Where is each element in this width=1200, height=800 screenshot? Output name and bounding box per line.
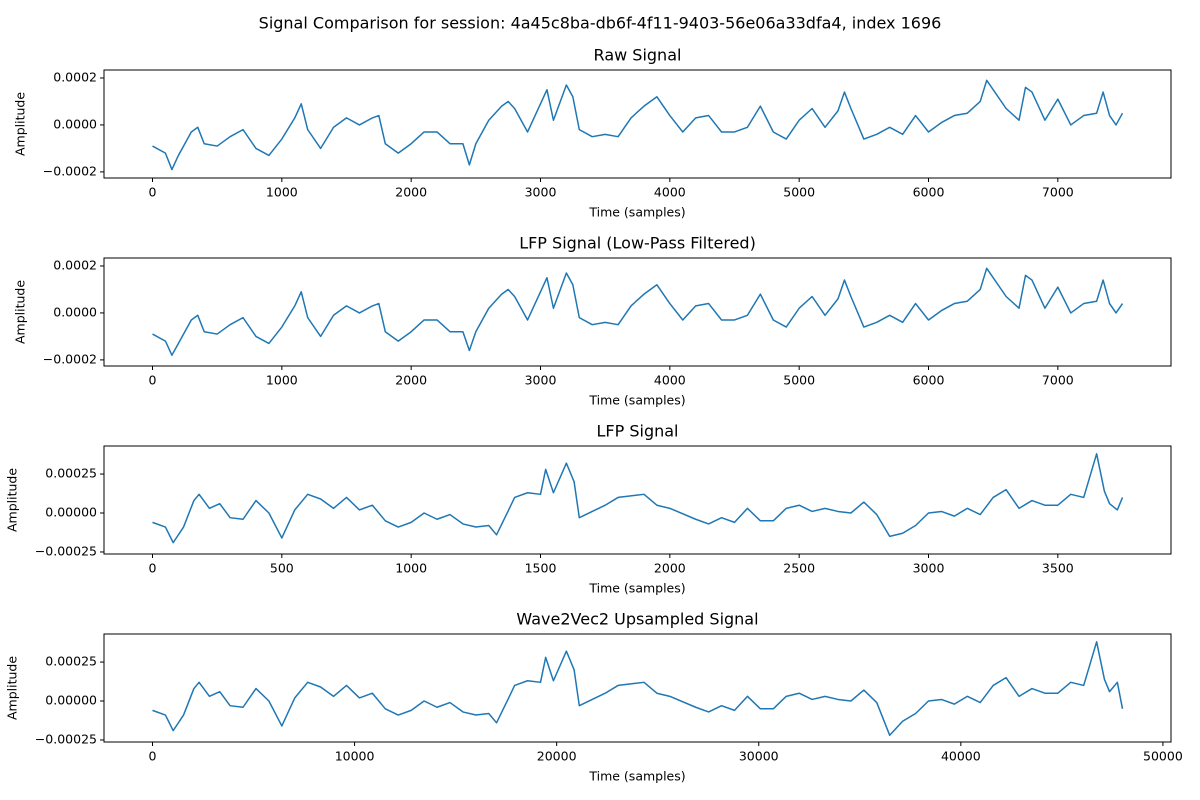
x-tick-label: 6000 bbox=[913, 185, 945, 200]
x-tick-label: 500 bbox=[270, 561, 294, 576]
axes-frame bbox=[103, 633, 1172, 743]
x-tick-label: 0 bbox=[149, 561, 157, 576]
axes-title: LFP Signal (Low-Pass Filtered) bbox=[519, 234, 756, 253]
y-tick-label: 0.0002 bbox=[53, 69, 97, 84]
x-tick-label: 1000 bbox=[266, 373, 298, 388]
y-tick-label: 0.00025 bbox=[45, 466, 97, 481]
x-tick-label: 1500 bbox=[525, 561, 557, 576]
x-tick-label: 40000 bbox=[941, 749, 981, 764]
signal-line bbox=[152, 641, 1124, 737]
axes-frame bbox=[103, 445, 1172, 555]
x-tick-label: 5000 bbox=[783, 373, 815, 388]
x-tick-label: 2000 bbox=[395, 185, 427, 200]
x-tick-label: 2000 bbox=[395, 373, 427, 388]
figure-title: Signal Comparison for session: 4a45c8ba-… bbox=[259, 14, 942, 33]
x-axis-label: Time (samples) bbox=[588, 205, 685, 220]
y-tick-label: −0.00025 bbox=[35, 731, 97, 746]
y-tick-label: 0.0000 bbox=[53, 304, 97, 319]
x-tick-label: 0 bbox=[149, 373, 157, 388]
axes-frame bbox=[103, 257, 1172, 367]
y-axis-label: Amplitude bbox=[13, 280, 28, 344]
signal-line bbox=[152, 79, 1124, 171]
y-tick-label: 0.0000 bbox=[53, 116, 97, 131]
y-tick-label: 0.00025 bbox=[45, 654, 97, 669]
signal-line bbox=[152, 453, 1124, 544]
y-tick-label: 0.0002 bbox=[53, 257, 97, 272]
x-tick-label: 7000 bbox=[1042, 185, 1074, 200]
y-tick-label: 0.00000 bbox=[45, 505, 97, 520]
x-tick-label: 50000 bbox=[1143, 749, 1183, 764]
x-tick-label: 1000 bbox=[266, 185, 298, 200]
x-tick-label: 6000 bbox=[913, 373, 945, 388]
x-axis-label: Time (samples) bbox=[588, 581, 685, 596]
axes-title: LFP Signal bbox=[597, 422, 679, 441]
x-tick-label: 3000 bbox=[525, 373, 557, 388]
x-tick-label: 0 bbox=[149, 185, 157, 200]
y-tick-label: −0.0002 bbox=[43, 351, 97, 366]
x-tick-label: 3000 bbox=[913, 561, 945, 576]
y-tick-label: −0.0002 bbox=[43, 163, 97, 178]
y-axis-label: Amplitude bbox=[5, 656, 20, 720]
x-tick-label: 2500 bbox=[783, 561, 815, 576]
signal-line bbox=[152, 267, 1124, 356]
x-tick-label: 7000 bbox=[1042, 373, 1074, 388]
x-tick-label: 20000 bbox=[537, 749, 577, 764]
y-tick-label: −0.00025 bbox=[35, 543, 97, 558]
x-tick-label: 10000 bbox=[335, 749, 375, 764]
x-tick-label: 1000 bbox=[395, 561, 427, 576]
x-axis-label: Time (samples) bbox=[588, 393, 685, 408]
y-tick-label: 0.00000 bbox=[45, 693, 97, 708]
x-tick-label: 2000 bbox=[654, 561, 686, 576]
y-axis-label: Amplitude bbox=[5, 468, 20, 532]
axes-title: Wave2Vec2 Upsampled Signal bbox=[516, 610, 758, 629]
x-tick-label: 30000 bbox=[739, 749, 779, 764]
axes-title: Raw Signal bbox=[594, 46, 682, 65]
y-axis-label: Amplitude bbox=[13, 92, 28, 156]
axes-frame bbox=[103, 69, 1172, 179]
x-tick-label: 4000 bbox=[654, 373, 686, 388]
x-tick-label: 3500 bbox=[1042, 561, 1074, 576]
x-tick-label: 0 bbox=[149, 749, 157, 764]
x-tick-label: 4000 bbox=[654, 185, 686, 200]
x-tick-label: 3000 bbox=[525, 185, 557, 200]
x-tick-label: 5000 bbox=[783, 185, 815, 200]
x-axis-label: Time (samples) bbox=[588, 769, 685, 784]
